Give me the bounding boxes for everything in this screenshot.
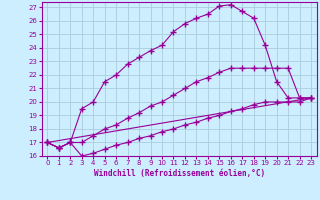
X-axis label: Windchill (Refroidissement éolien,°C): Windchill (Refroidissement éolien,°C): [94, 169, 265, 178]
